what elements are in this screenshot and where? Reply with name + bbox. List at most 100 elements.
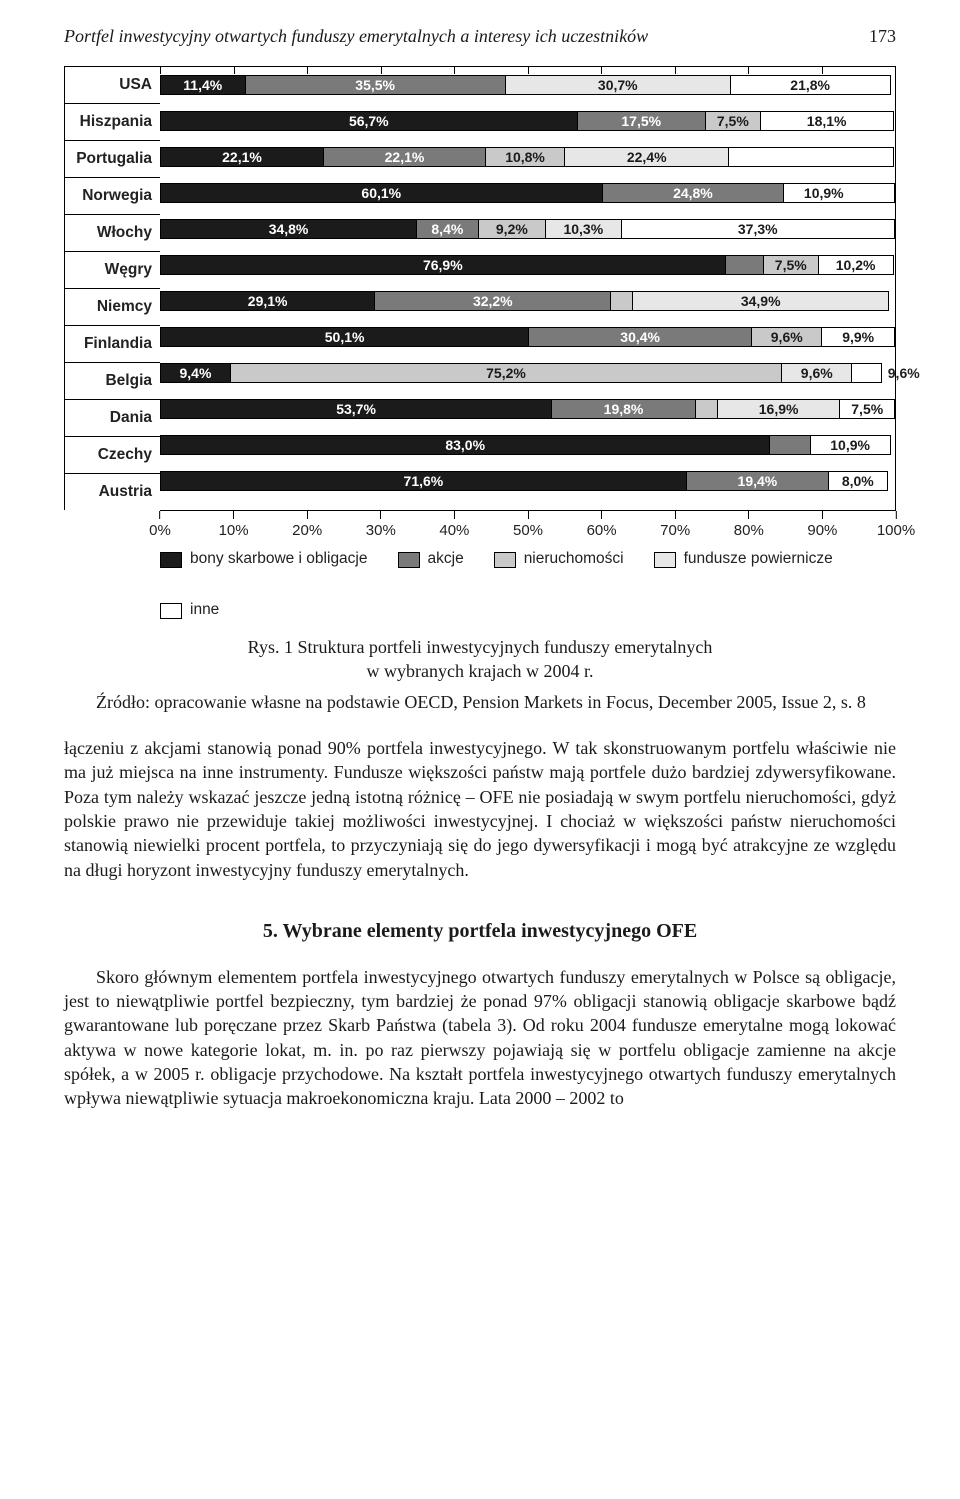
chart-segment: 18,1%: [760, 112, 893, 130]
chart-segment: 22,1%: [323, 148, 485, 166]
chart-row-label: Portugalia: [64, 140, 160, 177]
x-axis-tick: 10%: [219, 511, 249, 541]
chart-segment: 10,9%: [810, 436, 890, 454]
legend-label: inne: [190, 600, 219, 621]
figure-source: Źródło: opracowanie własne na podstawie …: [64, 690, 896, 714]
chart-segment: 7,5%: [705, 112, 760, 130]
x-axis-tick: 80%: [734, 511, 764, 541]
legend-label: bony skarbowe i obligacje: [190, 549, 368, 570]
legend-item: bony skarbowe i obligacje: [160, 549, 368, 570]
chart-segment: 35,5%: [245, 76, 505, 94]
chart-segment: 30,4%: [528, 328, 751, 346]
chart-segment: 71,6%: [161, 472, 686, 490]
figure-caption-line1: Rys. 1 Struktura portfeli inwestycyjnych…: [64, 635, 896, 659]
chart-segment: 32,2%: [374, 292, 610, 310]
chart-segment: 24,8%: [602, 184, 784, 202]
chart-segment: 75,2%: [230, 364, 781, 382]
chart-segment: 7,5%: [839, 400, 893, 418]
x-axis-tick: 50%: [513, 511, 543, 541]
chart-segment: 17,5%: [577, 112, 705, 130]
legend-swatch: [494, 552, 516, 568]
running-head: Portfel inwestycyjny otwartych funduszy …: [64, 24, 896, 48]
chart-segment: 9,4%: [161, 364, 230, 382]
chart-row: 56,7%17,5%7,5%18,1%: [160, 103, 895, 139]
chart-row-label: Finlandia: [64, 325, 160, 362]
chart-segment: 10,3%: [545, 220, 620, 238]
chart-row-label: Austria: [64, 473, 160, 510]
chart-row: 9,4%75,2%9,6%9,6%: [160, 355, 895, 391]
chart-row-label: Norwegia: [64, 177, 160, 214]
chart-legend: bony skarbowe i obligacje akcje nieruchomo…: [64, 537, 896, 621]
chart-segment: 37,3%: [621, 220, 894, 238]
legend-swatch: [654, 552, 676, 568]
chart-row-label: Włochy: [64, 214, 160, 251]
chart-segment: 9,6%: [781, 364, 851, 382]
chart-segment: 29,1%: [161, 292, 374, 310]
chart-segment: 19,4%: [686, 472, 828, 490]
legend-label: nieruchomości: [524, 549, 624, 570]
legend-swatch: [160, 603, 182, 619]
legend-item: nieruchomości: [494, 549, 624, 570]
chart-segment: [695, 400, 717, 418]
x-axis-tick: 100%: [877, 511, 915, 541]
portfolio-structure-chart: USAHiszpaniaPortugaliaNorwegiaWłochyWęgr…: [64, 66, 896, 621]
chart-segment: [725, 256, 763, 274]
chart-row-label: Niemcy: [64, 288, 160, 325]
chart-row: 22,1%22,1%10,8%22,4%: [160, 139, 895, 175]
running-head-title: Portfel inwestycyjny otwartych funduszy …: [64, 24, 648, 48]
chart-row-label: Węgry: [64, 251, 160, 288]
chart-segment: 50,1%: [161, 328, 528, 346]
chart-segment: [851, 364, 880, 382]
legend-label: fundusze powiernicze: [684, 549, 833, 570]
chart-row: 29,1%32,2% 34,9%: [160, 283, 895, 319]
figure-source-text: Źródło: opracowanie własne na podstawie …: [96, 692, 866, 712]
chart-row-label: USA: [64, 66, 160, 103]
chart-segment: [728, 148, 892, 166]
chart-row: 11,4%35,5%30,7%21,8%: [160, 67, 895, 103]
chart-segment: 8,4%: [416, 220, 478, 238]
chart-segment: 34,9%: [632, 292, 888, 310]
x-axis-tick: 90%: [807, 511, 837, 541]
chart-row-label: Hiszpania: [64, 103, 160, 140]
x-axis-tick: 60%: [587, 511, 617, 541]
chart-segment: 9,2%: [478, 220, 545, 238]
x-axis-tick: 20%: [292, 511, 322, 541]
chart-row: 71,6%19,4%8,0%: [160, 463, 895, 499]
chart-row-label: Belgia: [64, 362, 160, 399]
chart-segment: 9,6%: [751, 328, 821, 346]
x-axis-tick: 30%: [366, 511, 396, 541]
x-axis-tick: 70%: [660, 511, 690, 541]
chart-segment: [769, 436, 809, 454]
legend-swatch: [398, 552, 420, 568]
chart-row: 53,7%19,8% 16,9%7,5%: [160, 391, 895, 427]
chart-segment: [610, 292, 632, 310]
chart-row: 50,1%30,4%9,6%9,9%: [160, 319, 895, 355]
body-paragraph-2: Skoro głównym elementem portfela inwesty…: [64, 965, 896, 1111]
chart-segment: 56,7%: [161, 112, 577, 130]
page-number: 173: [869, 24, 896, 48]
legend-swatch: [160, 552, 182, 568]
chart-segment: 30,7%: [505, 76, 730, 94]
chart-segment: 16,9%: [717, 400, 840, 418]
chart-segment: 19,8%: [551, 400, 695, 418]
section-heading: 5. Wybrane elementy portfela inwestycyjn…: [64, 918, 896, 945]
chart-segment: 21,8%: [730, 76, 890, 94]
chart-segment: 10,9%: [783, 184, 863, 202]
chart-row-label: Dania: [64, 399, 160, 436]
chart-row: 34,8%8,4%9,2%10,3%37,3%: [160, 211, 895, 247]
legend-item: fundusze powiernicze: [654, 549, 833, 570]
chart-segment: 10,2%: [818, 256, 893, 274]
chart-float-label: 9,6%: [888, 364, 920, 383]
chart-segment: 53,7%: [161, 400, 551, 418]
chart-segment: 34,8%: [161, 220, 416, 238]
legend-item: inne: [160, 600, 219, 621]
x-axis-tick: 0%: [149, 511, 171, 541]
chart-segment: 11,4%: [161, 76, 245, 94]
x-axis-tick: 40%: [439, 511, 469, 541]
chart-segment: 22,1%: [161, 148, 323, 166]
chart-segment: 8,0%: [828, 472, 887, 490]
legend-label: akcje: [428, 549, 464, 570]
chart-segment: 83,0%: [161, 436, 769, 454]
chart-segment: 7,5%: [763, 256, 818, 274]
figure-caption: Rys. 1 Struktura portfeli inwestycyjnych…: [64, 635, 896, 684]
